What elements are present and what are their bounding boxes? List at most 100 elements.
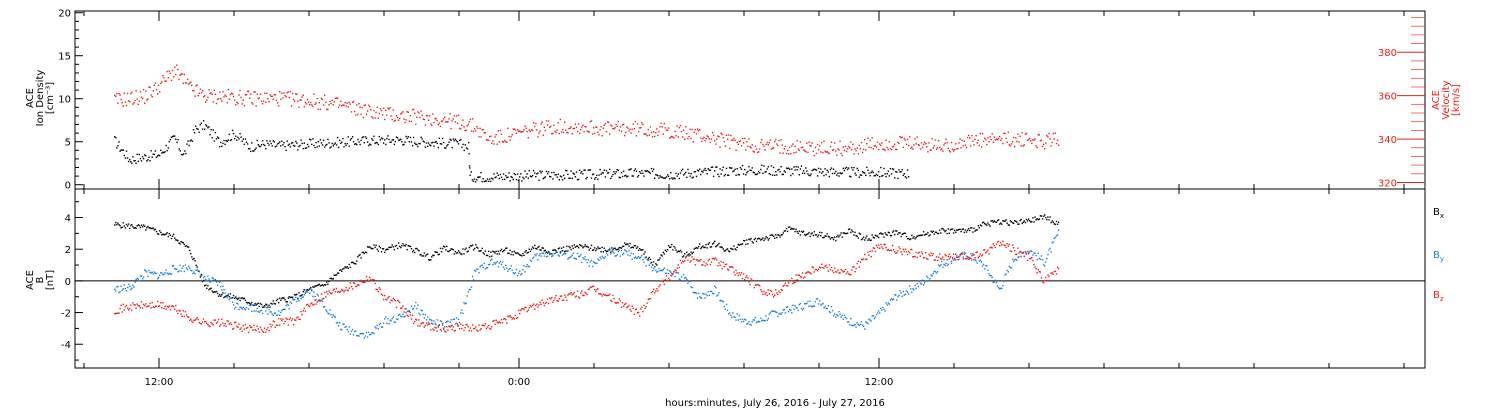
data-point [822,302,824,305]
data-point [892,230,895,232]
data-point [853,234,855,236]
data-point [210,321,212,324]
data-point [543,250,545,252]
data-point [720,299,722,302]
data-point [699,129,701,131]
data-point [714,258,716,260]
data-point [736,168,738,170]
data-point [467,291,469,293]
data-point [374,246,376,249]
data-point [688,135,690,138]
data-point [290,319,293,322]
data-point [1017,256,1019,259]
data-point [343,104,345,106]
data-point [544,252,547,254]
data-point [176,64,178,66]
data-point [295,294,297,296]
data-point [684,277,686,279]
data-point [981,265,984,267]
data-point [145,270,147,272]
data-point [468,153,470,155]
data-point [645,265,647,267]
data-point [971,259,973,261]
data-point [174,267,176,270]
data-point [985,138,987,141]
panel-frame [74,10,1426,190]
data-point [524,170,526,172]
data-point [326,290,328,293]
data-point [408,141,410,143]
data-point [354,282,356,285]
data-point [380,293,383,295]
data-point [685,276,687,279]
data-point [687,282,689,285]
data-point [545,301,548,304]
data-point [337,290,340,293]
data-point [1016,253,1018,255]
data-point [617,250,619,253]
data-point [429,259,431,261]
data-point [1024,133,1027,135]
data-point [797,166,799,168]
data-point [559,251,562,253]
data-point [334,290,337,293]
data-point [367,144,370,147]
data-point [650,167,653,170]
data-point [495,176,497,178]
data-point [321,300,324,303]
data-point [726,138,729,140]
data-point [557,122,559,124]
data-point [236,302,238,304]
data-point [1052,273,1054,275]
data-point [657,259,659,261]
data-point [1000,222,1002,224]
data-point [805,272,807,274]
data-point [431,142,433,144]
data-point [1040,139,1043,141]
data-point [447,144,449,146]
data-point [219,294,221,296]
data-point [621,253,624,256]
data-point [123,309,125,311]
data-point [624,175,626,177]
data-point [486,139,489,141]
data-point [680,276,683,278]
data-point [453,318,455,320]
data-point [216,284,219,286]
data-point [649,126,652,128]
data-point [670,246,672,248]
data-point [370,247,372,249]
data-point [147,275,149,277]
data-point [772,147,775,149]
data-point [741,165,744,167]
data-point [1032,254,1034,256]
data-point [571,245,573,247]
data-point [176,268,178,270]
data-point [417,145,419,148]
data-point [262,305,265,307]
data-point [580,254,582,256]
data-point [613,247,615,250]
data-point [742,273,745,275]
data-point [795,151,797,153]
data-point [382,322,385,324]
data-point [792,282,794,285]
data-point [646,259,648,261]
data-point [254,304,256,306]
data-point [1003,220,1005,222]
data-point [329,292,331,294]
data-point [640,172,642,174]
data-point [155,156,158,158]
data-point [369,246,371,248]
data-point [1024,251,1027,254]
data-point [689,261,691,263]
data-point [283,92,285,94]
data-point [949,255,952,258]
data-point [496,143,498,145]
data-point [894,233,896,236]
data-point [856,167,858,170]
data-point [681,256,684,258]
data-point [157,154,160,156]
data-point [476,268,478,270]
data-point [524,251,526,253]
